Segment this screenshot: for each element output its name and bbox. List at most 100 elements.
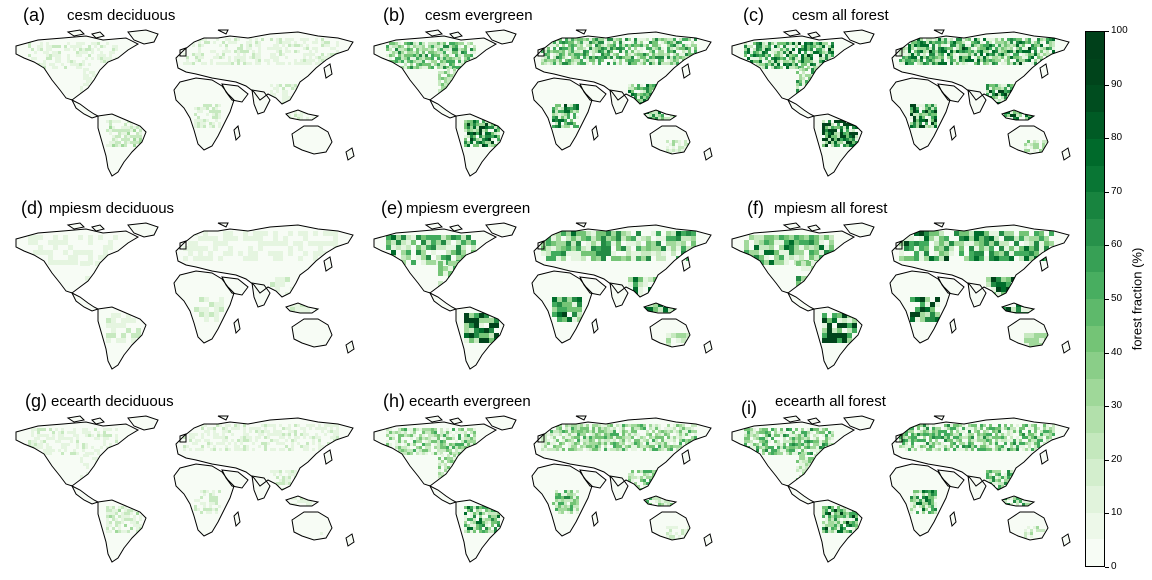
coastline-uk xyxy=(179,240,187,250)
coastline-na xyxy=(15,421,140,487)
panel-title: cesm all forest xyxy=(792,7,889,24)
coastline-green xyxy=(127,415,159,431)
colorbar-label: forest fraction (%) xyxy=(1129,247,1145,351)
land-arab xyxy=(938,470,964,488)
coastline-madag xyxy=(949,317,957,335)
coastline-arc3 xyxy=(575,222,587,228)
map-panel: (d) mpiesm deciduous xyxy=(8,198,358,379)
land-arab xyxy=(222,470,248,488)
map-panel: (e) mpiesm evergreen xyxy=(366,198,716,379)
world-map xyxy=(731,415,1071,563)
colorbar-bin xyxy=(1086,138,1104,166)
colorbar-bin xyxy=(1086,218,1104,246)
coastline-arc3 xyxy=(933,29,945,35)
coastline-arc2 xyxy=(91,31,105,39)
coastline-green xyxy=(843,222,875,238)
coastline-afr xyxy=(173,270,235,344)
coastline-arab xyxy=(579,276,607,296)
colorbar-tick-label: 50 xyxy=(1111,293,1123,304)
coastline-eur xyxy=(533,31,712,105)
colorbar-tick-label: 10 xyxy=(1111,507,1123,519)
colorbar-tick-label: 0 xyxy=(1111,561,1117,572)
coastline-arc1 xyxy=(424,222,444,230)
coastline-nz xyxy=(345,533,355,547)
colorbar-tick-label: 60 xyxy=(1111,239,1123,251)
coastline-aus xyxy=(291,125,333,155)
panel-title: ecearth deciduous xyxy=(51,393,174,410)
coastline-arc1 xyxy=(66,415,86,423)
coastline-arc1 xyxy=(66,29,86,37)
coastline-uk xyxy=(895,240,903,250)
coastline-sa xyxy=(97,113,147,177)
land-ca xyxy=(430,293,456,311)
panel-letter: (i) xyxy=(741,398,757,418)
colorbar-bin xyxy=(1086,538,1104,566)
panel-title: ecearth evergreen xyxy=(409,393,531,410)
panel-letter: (e) xyxy=(381,198,403,218)
coastline-arab xyxy=(579,83,607,103)
coastline-japan xyxy=(323,63,333,79)
coastline-sa xyxy=(97,306,147,370)
coastline-india xyxy=(609,282,629,308)
coastline-madag xyxy=(949,124,957,142)
coastline-sea xyxy=(643,302,678,314)
panel-letter: (c) xyxy=(743,5,764,25)
coastline-india xyxy=(609,89,629,115)
coastline-afr xyxy=(889,463,951,537)
colorbar-tick-label: 70 xyxy=(1111,185,1123,197)
land-ca xyxy=(430,486,456,504)
panel-letter: (a) xyxy=(23,5,45,25)
coastline-arab xyxy=(579,469,607,489)
map-panel: (f) mpiesm all forest xyxy=(724,198,1074,379)
land-ca xyxy=(72,293,98,311)
coastline-eur xyxy=(891,224,1070,298)
coastline-eur xyxy=(175,31,354,105)
panel-letter: (f) xyxy=(747,198,764,218)
coastline-arab xyxy=(937,469,965,489)
coastline-japan xyxy=(1039,256,1049,272)
coastline-afr xyxy=(531,77,593,151)
coastline-madag xyxy=(591,317,599,335)
coastline-afr xyxy=(889,77,951,151)
coastline-green xyxy=(127,29,159,45)
map-panel: (h) ecearth evergreen xyxy=(366,391,716,572)
coastline-arc2 xyxy=(807,31,821,39)
colorbar-bin xyxy=(1086,512,1104,540)
coastline-green xyxy=(485,29,517,45)
world-map xyxy=(731,222,1071,370)
coastline-india xyxy=(251,282,271,308)
land-arab xyxy=(580,470,606,488)
coastline-arc3 xyxy=(575,29,587,35)
coastline-sa xyxy=(813,306,863,370)
land-aus xyxy=(292,319,332,347)
coastline-japan xyxy=(1039,449,1049,465)
coastline-arc2 xyxy=(449,224,463,232)
coastline-eur xyxy=(891,31,1070,105)
coastline-sa xyxy=(813,113,863,177)
coastline-aus xyxy=(1007,318,1049,348)
land-ca xyxy=(788,293,814,311)
coastline-arc3 xyxy=(933,222,945,228)
panel-title: mpiesm all forest xyxy=(774,200,888,217)
land-ca xyxy=(72,100,98,118)
coastline-nz xyxy=(1061,147,1071,161)
coastline-na xyxy=(15,35,140,101)
colorbar-bin xyxy=(1086,111,1104,139)
panel-letter: (b) xyxy=(383,5,405,25)
panel-letter: (h) xyxy=(383,391,405,411)
colorbar-bin xyxy=(1086,351,1104,380)
coastline-sea xyxy=(1001,109,1036,121)
land-japan xyxy=(324,450,332,464)
coastline-arc1 xyxy=(782,415,802,423)
coastline-sa xyxy=(455,113,505,177)
coastline-japan xyxy=(1039,63,1049,79)
coastline-japan xyxy=(681,449,691,465)
panel-title: mpiesm deciduous xyxy=(49,200,175,217)
colorbar-bin xyxy=(1086,32,1104,59)
land-japan xyxy=(682,450,690,464)
coastline-na xyxy=(731,228,856,294)
coastline-uk xyxy=(179,433,187,443)
forest-cover xyxy=(28,424,339,535)
coastline-aus xyxy=(649,511,691,541)
coastline-afr xyxy=(889,270,951,344)
